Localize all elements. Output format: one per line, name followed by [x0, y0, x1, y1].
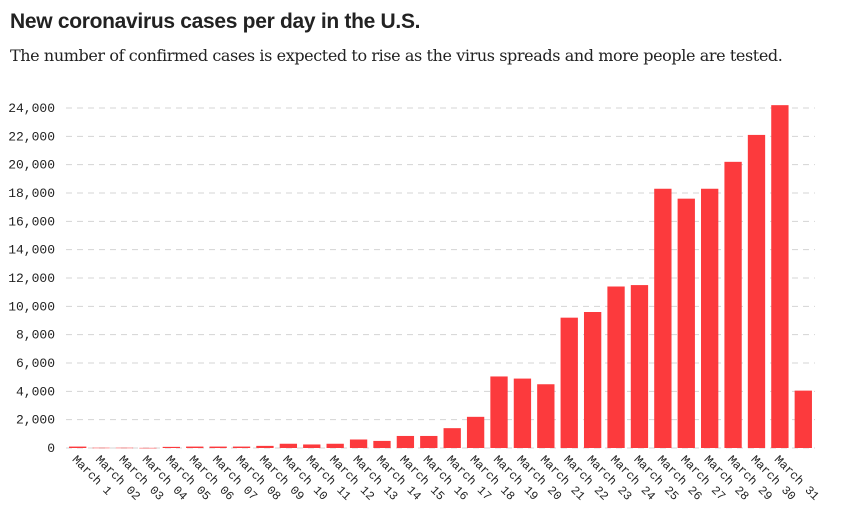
y-tick-label: 24,000 [8, 101, 55, 116]
bar [747, 134, 766, 448]
bar [654, 188, 672, 448]
bar [607, 286, 625, 448]
bar [420, 435, 438, 448]
y-tick-label: 0 [47, 441, 55, 456]
y-tick-label: 16,000 [8, 214, 55, 229]
bar [701, 188, 719, 448]
bar [630, 285, 649, 448]
bar [256, 445, 274, 448]
y-tick-label: 18,000 [8, 186, 55, 201]
y-tick-label: 10,000 [8, 299, 55, 314]
bar [326, 443, 344, 448]
bar [162, 446, 180, 448]
bar [794, 390, 812, 448]
y-tick-label: 4,000 [16, 384, 55, 399]
bar [186, 446, 204, 448]
bar [490, 376, 508, 448]
bar [115, 447, 134, 449]
bar [724, 161, 742, 449]
y-tick-label: 2,000 [16, 413, 55, 428]
bar [279, 443, 298, 448]
y-tick-label: 6,000 [16, 356, 55, 371]
bar [513, 378, 532, 448]
bar [232, 446, 251, 448]
bar [771, 105, 789, 449]
y-tick-label: 22,000 [8, 129, 55, 144]
bar [303, 444, 321, 448]
bar [373, 440, 391, 448]
bar [443, 428, 461, 448]
y-tick-label: 20,000 [8, 158, 55, 173]
bar [560, 317, 578, 448]
bar [466, 416, 485, 448]
y-tick-label: 8,000 [16, 328, 55, 343]
chart-title: New coronavirus cases per day in the U.S… [10, 10, 421, 33]
chart-subtitle: The number of confirmed cases is expecte… [10, 46, 783, 65]
bar [396, 435, 415, 448]
bar [139, 447, 157, 449]
bar [69, 446, 87, 448]
bar [92, 447, 110, 449]
bar [537, 384, 555, 448]
bar [349, 439, 368, 448]
y-tick-label: 14,000 [8, 243, 55, 258]
y-tick-label: 12,000 [8, 271, 55, 286]
bar [583, 312, 602, 448]
bar [209, 446, 227, 448]
bar [677, 198, 695, 448]
